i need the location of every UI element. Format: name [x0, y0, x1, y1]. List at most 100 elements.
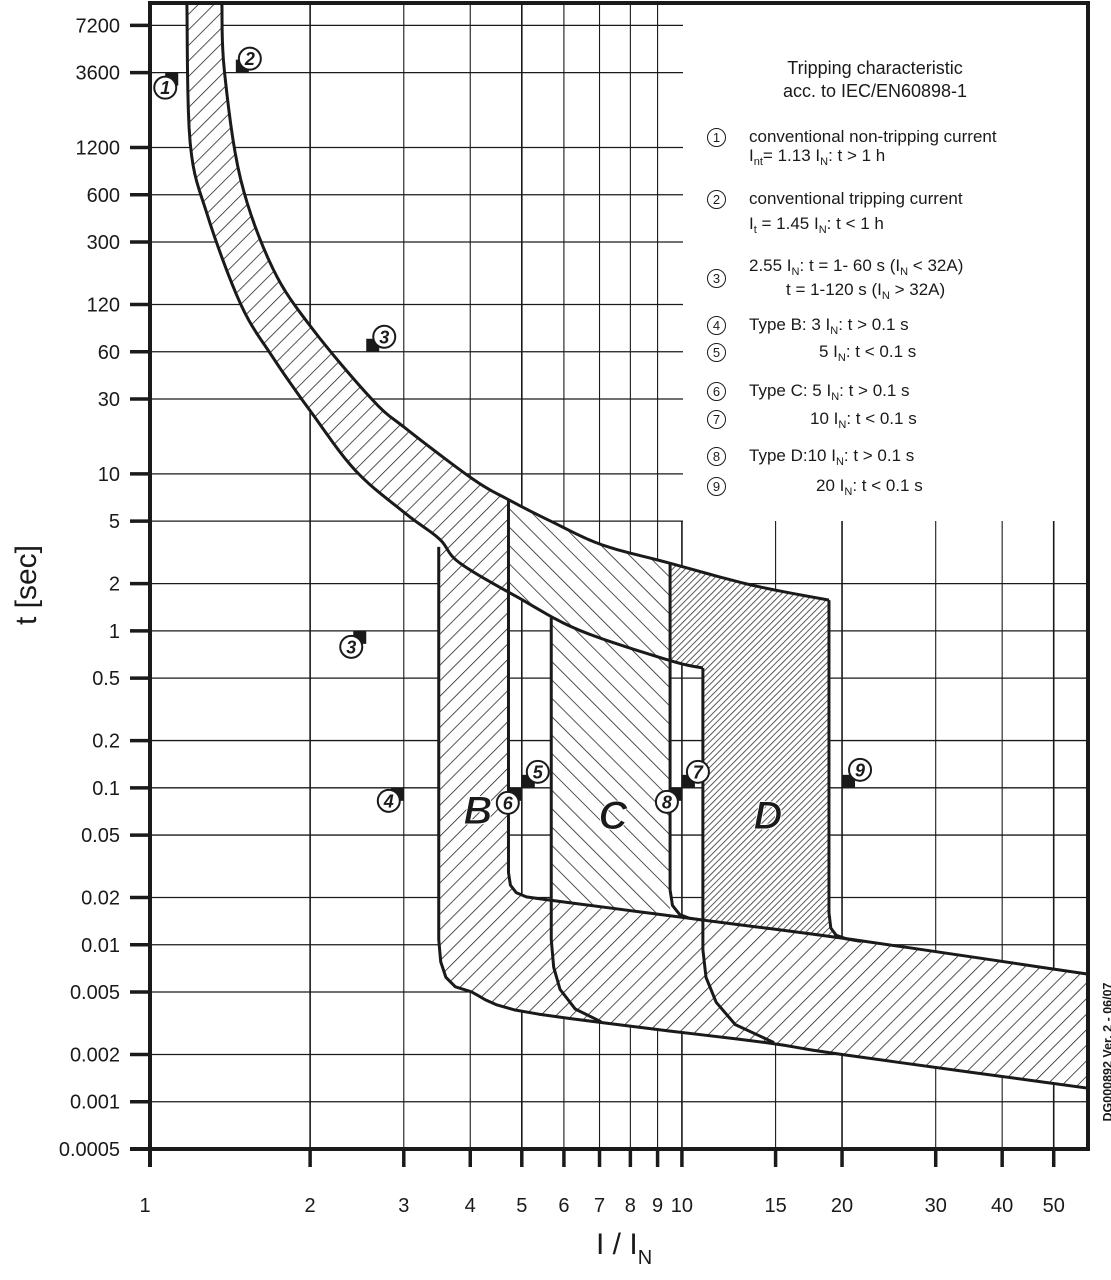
legend-item-text: 10 IN: t < 0.1 s — [810, 409, 917, 435]
legend-text-segment: : t > 0.1 s — [839, 381, 910, 400]
subscript: nt — [753, 156, 763, 168]
subscript: N — [835, 456, 844, 468]
marker-number: 8 — [662, 792, 672, 812]
legend-text-segment: conventional tripping current — [749, 189, 963, 208]
legend-text-segment: : t = 1- 60 s (I — [799, 256, 901, 275]
legend-text-segment: : t < 1 h — [826, 214, 884, 233]
x-tick-label: 5 — [516, 1195, 527, 1217]
x-axis-label-sub: N — [637, 1247, 653, 1269]
legend-text-segment: = 1.45 I — [756, 214, 819, 233]
legend-item-text: Int= 1.13 IN: t > 1 h — [749, 146, 885, 172]
legend-item-text: Type C: 5 IN: t > 0.1 s — [749, 381, 910, 407]
marker-2: 2 — [235, 46, 262, 73]
legend-text-segment: Type C: 5 I — [749, 381, 832, 400]
subscript: t — [753, 224, 757, 236]
type-c-right-curve — [668, 562, 703, 922]
legend-subtitle: acc. to IEC/EN60898-1 — [782, 81, 968, 101]
axes — [130, 1, 1090, 1167]
legend-number-7: 7 — [707, 410, 726, 429]
legend-text-segment: 2.55 I — [749, 256, 792, 275]
subscript: N — [830, 325, 839, 337]
y-axis-label: t [sec] — [10, 544, 43, 626]
y-tick-label: 0.002 — [70, 1044, 120, 1066]
magnetic-lower-curve — [437, 546, 1089, 1090]
y-tick-label: 0.05 — [81, 825, 120, 847]
y-tick-label: 0.02 — [81, 888, 120, 910]
x-tick-label: 40 — [991, 1195, 1013, 1217]
thermal-upper-curve — [220, 2, 830, 602]
legend-text-segment: : t < 0.1 s — [852, 476, 923, 495]
y-tick-label: 7200 — [76, 15, 121, 37]
legend-text-segment: 5 I — [819, 342, 838, 361]
type-d-right-curve — [827, 600, 862, 943]
y-tick-label: 0.001 — [70, 1092, 120, 1114]
marker-5: 5 — [521, 759, 550, 788]
legend-text-segment: Type D:10 I — [749, 446, 836, 465]
subscript: N — [900, 266, 909, 278]
magnetic-upper-curve — [506, 500, 1089, 976]
y-tick-label: 60 — [98, 342, 120, 364]
legend-number-2: 2 — [707, 190, 726, 209]
x-tick-label: 3 — [398, 1195, 409, 1217]
legend-text-segment: > 32A) — [889, 280, 946, 299]
y-tick-label: 3600 — [76, 63, 121, 85]
legend-item-text: It = 1.45 IN: t < 1 h — [749, 214, 884, 240]
legend-number-9: 9 — [707, 477, 726, 496]
y-tick-label: 10 — [98, 464, 120, 486]
legend-title: Tripping characteristic — [787, 58, 963, 78]
y-tick-label: 2 — [109, 574, 120, 596]
marker-7: 7 — [681, 759, 710, 788]
x-tick-label: 2 — [305, 1195, 316, 1217]
region-label-b: B — [464, 789, 493, 833]
x-tick-label: 50 — [1043, 1195, 1065, 1217]
legend-text-segment: : t > 0.1 s — [843, 446, 915, 465]
legend-text-segment: : t > 0.1 s — [838, 315, 909, 334]
legend-item-text: 5 IN: t < 0.1 s — [819, 342, 916, 368]
region-label-c: C — [599, 794, 629, 838]
marker-circle-icon — [237, 46, 262, 71]
y-tick-label: 0.0005 — [59, 1139, 120, 1161]
x-axis-label: I / IN — [596, 1228, 652, 1270]
marker-circle-icon — [685, 759, 710, 784]
marker-circle-icon — [495, 790, 520, 815]
x-tick-label: 1 — [139, 1195, 150, 1217]
type-d-left-curve — [701, 667, 775, 1045]
legend-text-segment: = 1.13 I — [762, 146, 821, 165]
marker-number: 5 — [533, 762, 544, 782]
y-tick-label: 120 — [87, 294, 120, 316]
region-c-fill — [508, 499, 671, 916]
thermal-lower-curve — [185, 2, 704, 670]
y-tick-label: 600 — [87, 185, 120, 207]
marker-3: 3 — [366, 324, 397, 352]
legend-text-segment: t = 1-120 s (I — [786, 280, 882, 299]
legend-number-4: 4 — [707, 316, 726, 335]
type-c-left-curve — [549, 617, 602, 1024]
x-tick-label: 6 — [558, 1195, 569, 1217]
x-tick-label: 15 — [764, 1195, 786, 1217]
subscript: N — [818, 224, 827, 236]
subscript: N — [844, 486, 853, 498]
marker-number: 1 — [160, 78, 170, 98]
x-tick-label: 4 — [465, 1195, 476, 1217]
marker-number: 4 — [383, 791, 394, 811]
legend-item-text: Type D:10 IN: t > 0.1 s — [749, 446, 914, 472]
x-tick-label: 7 — [594, 1195, 605, 1217]
region-d-fill — [670, 563, 861, 942]
legend-text-segment: Type B: 3 I — [749, 315, 831, 334]
x-tick-label: 10 — [671, 1195, 693, 1217]
document-footnote: DG000892 Ver. 2 - 06/07 — [1101, 982, 1111, 1122]
marker-number: 6 — [503, 793, 514, 813]
y-tick-label: 30 — [98, 389, 120, 411]
legend-text-segment: I — [749, 146, 754, 165]
legend-item-text: t = 1-120 s (IN > 32A) — [786, 280, 945, 306]
subscript: N — [881, 290, 890, 302]
legend-text-segment: I — [749, 214, 754, 233]
marker-circle-icon — [339, 634, 364, 659]
y-tick-label: 0.1 — [92, 778, 120, 800]
subscript: N — [837, 352, 846, 364]
y-tick-label: 300 — [87, 232, 120, 254]
magnetic-band-fill — [438, 500, 1088, 1089]
marker-number: 3 — [346, 637, 356, 657]
x-tick-label: 20 — [831, 1195, 853, 1217]
